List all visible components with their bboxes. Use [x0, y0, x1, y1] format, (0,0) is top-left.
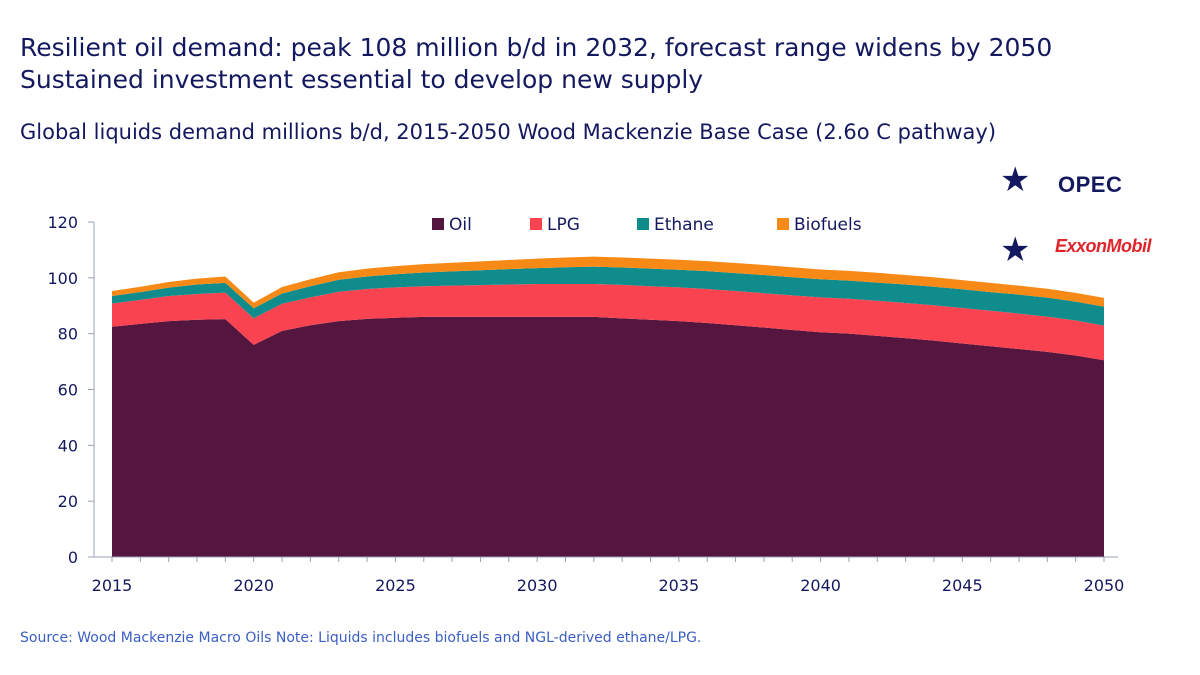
area-lpg-series — [112, 283, 1104, 361]
y-tick-label: 80 — [58, 325, 78, 344]
opec-label: OPEC — [1058, 172, 1123, 197]
area-ethane-series — [112, 266, 1104, 326]
opec-star-icon: ★ — [1000, 160, 1031, 200]
headline-line-1: Resilient oil demand: peak 108 million b… — [20, 33, 1053, 62]
legend-swatch-lpg — [530, 218, 542, 230]
area-biofuels-series — [112, 256, 1104, 309]
y-tick-label: 100 — [47, 269, 78, 288]
exxonmobil-star-icon: ★ — [1000, 230, 1031, 270]
x-tick-label: 2050 — [1084, 576, 1125, 595]
y-tick-label: 40 — [58, 436, 78, 455]
legend: Oil LPG Ethane Biofuels — [432, 215, 862, 235]
x-tick-label: 2030 — [517, 576, 558, 595]
x-tick-label: 2035 — [658, 576, 699, 595]
legend-swatch-ethane — [637, 218, 649, 230]
legend-swatch-oil — [432, 218, 444, 230]
x-tick-label: 2040 — [800, 576, 841, 595]
x-tick-label: 2045 — [942, 576, 983, 595]
area-oil-series — [112, 316, 1104, 557]
y-tick-label: 20 — [58, 492, 78, 511]
y-tick-label: 0 — [68, 548, 78, 567]
legend-label-oil: Oil — [449, 215, 472, 235]
legend-label-lpg: LPG — [547, 215, 580, 235]
y-tick-label: 120 — [47, 213, 78, 232]
headline-line-2: Sustained investment essential to develo… — [20, 65, 704, 94]
area-layer — [112, 256, 1104, 557]
legend-swatch-biofuels — [777, 218, 789, 230]
x-tick-label: 2025 — [375, 576, 416, 595]
chart-subtitle: Global liquids demand millions b/d, 2015… — [20, 120, 997, 144]
y-tick-label: 60 — [58, 381, 78, 400]
legend-label-ethane: Ethane — [654, 215, 714, 235]
legend-label-biofuels: Biofuels — [794, 215, 862, 235]
x-tick-label: 2015 — [92, 576, 133, 595]
x-tick-label: 2020 — [233, 576, 274, 595]
exxonmobil-logo: ExxonMobil — [1055, 236, 1152, 256]
source-note: Source: Wood Mackenzie Macro Oils Note: … — [20, 630, 702, 646]
headline: Resilient oil demand: peak 108 million b… — [20, 32, 1052, 96]
